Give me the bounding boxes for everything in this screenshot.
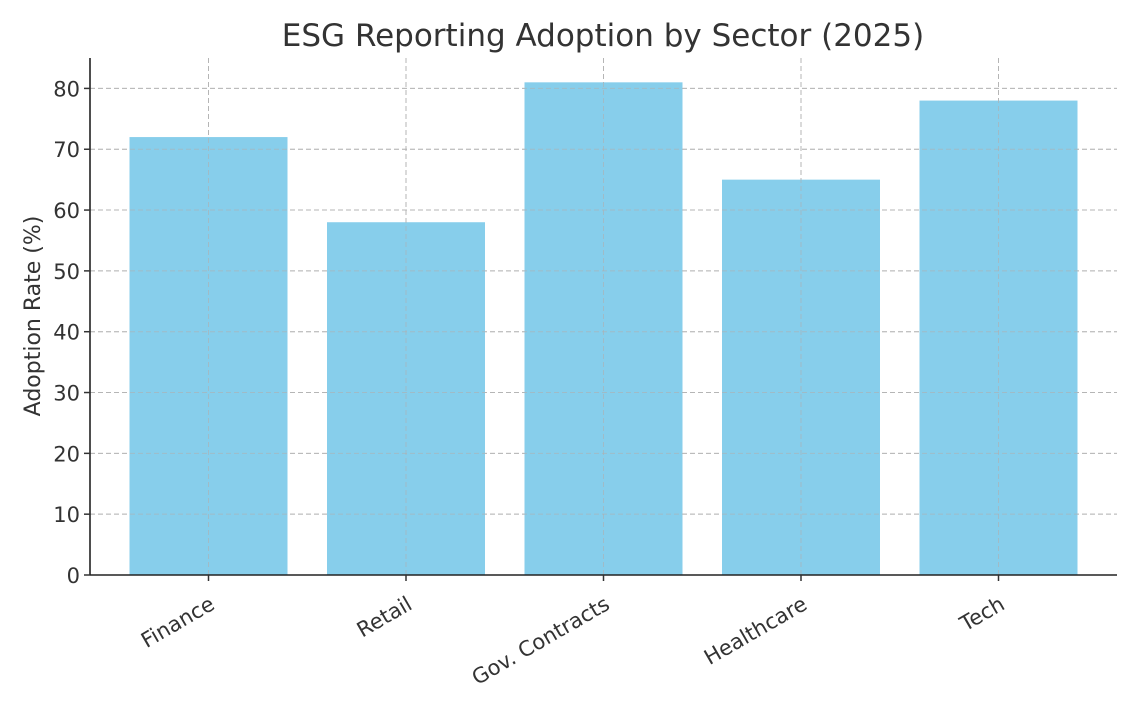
- y-tick-label: 20: [53, 442, 80, 466]
- x-tick-label: Healthcare: [700, 592, 811, 670]
- x-tick-label: Tech: [955, 592, 1009, 637]
- chart-title: ESG Reporting Adoption by Sector (2025): [282, 18, 924, 54]
- x-tick-label: Retail: [353, 592, 416, 642]
- x-tick-label: Finance: [137, 592, 219, 653]
- y-axis-ticks: 0 10 20 30 40 50 60 70 80: [53, 77, 90, 588]
- bars: [90, 58, 1117, 576]
- y-tick-label: 0: [67, 564, 80, 588]
- x-tick-label: Gov. Contracts: [468, 592, 614, 690]
- y-tick-label: 70: [53, 138, 80, 162]
- y-tick-label: 40: [53, 321, 80, 345]
- y-axis-label: Adoption Rate (%): [21, 216, 46, 417]
- y-tick-label: 60: [53, 199, 80, 223]
- y-tick-label: 30: [53, 382, 80, 406]
- y-tick-label: 80: [53, 77, 80, 101]
- y-tick-label: 10: [53, 503, 80, 527]
- x-axis-ticks: Finance Retail Gov. Contracts Healthcare Tec…: [137, 575, 1009, 690]
- y-tick-label: 50: [53, 260, 80, 284]
